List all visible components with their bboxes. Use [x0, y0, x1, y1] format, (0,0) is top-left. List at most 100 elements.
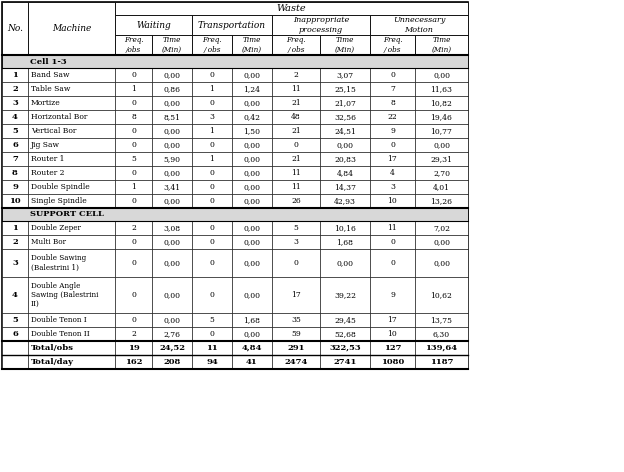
Text: 0: 0 [131, 169, 136, 177]
Bar [232, 82, 272, 96]
Bar [415, 277, 468, 313]
Text: Router 1: Router 1 [31, 155, 64, 163]
Text: 0: 0 [210, 291, 215, 299]
Bar [272, 68, 320, 82]
Bar [320, 96, 370, 110]
Bar [415, 221, 468, 235]
Text: 0,00: 0,00 [243, 71, 260, 79]
Bar [320, 194, 370, 208]
Text: Transportation: Transportation [198, 20, 266, 29]
Text: Freq.
/ obs: Freq. / obs [202, 36, 222, 54]
Text: 127: 127 [384, 344, 401, 352]
Text: 0: 0 [131, 141, 136, 149]
Text: 0: 0 [131, 71, 136, 79]
Bar [272, 277, 320, 313]
Text: 0,00: 0,00 [243, 224, 260, 232]
Text: 29,45: 29,45 [334, 316, 356, 324]
Text: Time
(Min): Time (Min) [242, 36, 262, 54]
Text: 26: 26 [291, 197, 301, 205]
Bar [192, 96, 232, 110]
Text: Table Saw: Table Saw [31, 85, 71, 93]
Text: 1: 1 [131, 85, 136, 93]
Text: 8: 8 [12, 169, 18, 177]
Text: 5,90: 5,90 [163, 155, 180, 163]
Text: Time
(Min): Time (Min) [335, 36, 355, 54]
Bar [272, 313, 320, 327]
Bar [415, 138, 468, 152]
Text: 1,50: 1,50 [243, 127, 260, 135]
Bar [192, 35, 232, 55]
Bar [370, 194, 415, 208]
Bar [115, 341, 152, 355]
Text: 5: 5 [293, 224, 298, 232]
Text: 42,93: 42,93 [334, 197, 356, 205]
Text: 8: 8 [390, 99, 395, 107]
Text: 3: 3 [293, 238, 298, 246]
Text: 1: 1 [12, 224, 18, 232]
Text: 0: 0 [131, 316, 136, 324]
Text: 0,00: 0,00 [163, 127, 180, 135]
Text: 2: 2 [131, 330, 136, 338]
Text: 291: 291 [287, 344, 305, 352]
Bar [320, 82, 370, 96]
Bar [28, 277, 115, 313]
Text: 48: 48 [291, 113, 301, 121]
Text: 11: 11 [206, 344, 218, 352]
Text: 0,00: 0,00 [243, 259, 260, 267]
Bar [2, 355, 28, 369]
Text: Freq.
/ obs: Freq. / obs [383, 36, 402, 54]
Text: 32,56: 32,56 [334, 113, 356, 121]
Bar [115, 138, 152, 152]
Text: 10: 10 [388, 330, 397, 338]
Text: 0,00: 0,00 [163, 197, 180, 205]
Text: 0: 0 [210, 71, 215, 79]
Bar [370, 124, 415, 138]
Bar [320, 124, 370, 138]
Bar [370, 96, 415, 110]
Bar [28, 235, 115, 249]
Text: 0: 0 [293, 259, 298, 267]
Text: 7: 7 [12, 155, 18, 163]
Text: 17: 17 [388, 155, 397, 163]
Bar [192, 180, 232, 194]
Bar [115, 2, 468, 15]
Bar [272, 235, 320, 249]
Bar [2, 82, 28, 96]
Bar [232, 68, 272, 82]
Bar [192, 277, 232, 313]
Bar [28, 2, 115, 55]
Text: 24,51: 24,51 [334, 127, 356, 135]
Bar [232, 313, 272, 327]
Text: 3: 3 [210, 113, 215, 121]
Text: 4,01: 4,01 [433, 183, 450, 191]
Bar [320, 68, 370, 82]
Bar [370, 68, 415, 82]
Bar [2, 110, 28, 124]
Text: 3: 3 [12, 259, 18, 267]
Bar [28, 124, 115, 138]
Text: 1,68: 1,68 [336, 238, 354, 246]
Bar [152, 96, 192, 110]
Text: 11: 11 [291, 169, 301, 177]
Bar [152, 341, 192, 355]
Text: 1: 1 [12, 71, 18, 79]
Bar [2, 194, 28, 208]
Bar [115, 277, 152, 313]
Bar [115, 82, 152, 96]
Bar [320, 138, 370, 152]
Bar [272, 341, 320, 355]
Bar [232, 124, 272, 138]
Text: Double Zeper: Double Zeper [31, 224, 81, 232]
Bar [28, 96, 115, 110]
Text: 22: 22 [388, 113, 397, 121]
Bar [192, 249, 232, 277]
Text: Double Tenon I: Double Tenon I [31, 316, 87, 324]
Text: 2: 2 [131, 224, 136, 232]
Text: Jig Saw: Jig Saw [31, 141, 60, 149]
Text: 0,00: 0,00 [243, 183, 260, 191]
Bar [415, 68, 468, 82]
Bar [272, 110, 320, 124]
Bar [2, 327, 28, 341]
Text: 1080: 1080 [381, 358, 404, 366]
Bar [192, 341, 232, 355]
